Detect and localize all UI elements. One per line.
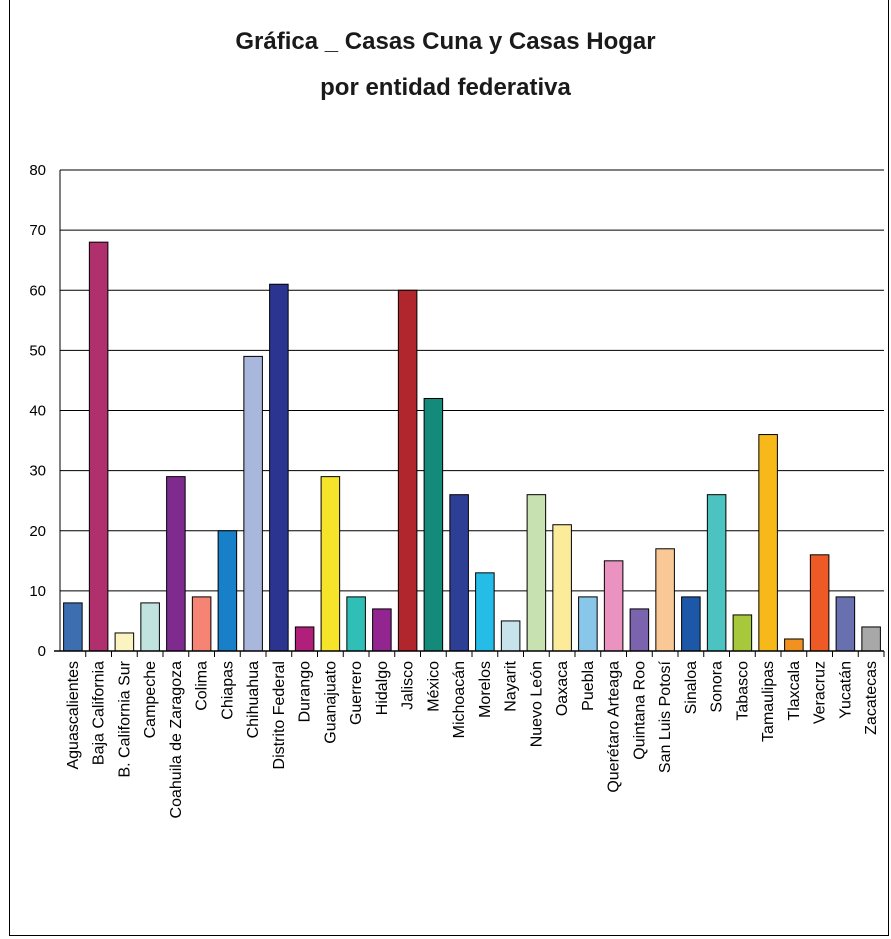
bar xyxy=(191,596,212,652)
chart-frame xyxy=(9,0,889,936)
bar xyxy=(835,596,856,652)
bar xyxy=(809,554,830,652)
x-tick-label: Morelos xyxy=(477,661,494,718)
x-tick-label: Yucatán xyxy=(837,661,854,719)
y-tick-label: 40 xyxy=(29,403,46,420)
x-tick-label: Jalisco xyxy=(400,661,417,710)
bar xyxy=(706,494,727,652)
x-tick-label: Tlaxcala xyxy=(786,661,803,721)
bar xyxy=(552,524,572,652)
grid-layer xyxy=(60,169,884,652)
x-tick-label: Veracruz xyxy=(812,661,829,724)
x-tick-label: Guerrero xyxy=(348,661,365,725)
bar xyxy=(320,476,341,652)
bar xyxy=(629,608,650,652)
x-tick-label: Distrito Federal xyxy=(271,661,288,769)
bar xyxy=(397,289,418,652)
x-tick-label: Hidalgo xyxy=(374,661,391,715)
bar xyxy=(578,596,598,652)
x-tick-label: Michoacán xyxy=(451,661,468,738)
y-tick-label: 20 xyxy=(29,523,46,540)
y-tick-label: 70 xyxy=(29,222,46,239)
x-tick-label: San Luis Potosí xyxy=(657,660,674,773)
y-tick-label: 30 xyxy=(29,463,46,480)
bar xyxy=(346,596,366,652)
y-tick-label: 10 xyxy=(29,583,46,600)
axis-layer: 0 10 20 30 40 50 60 70 80 Aguascalientes Baja Cali… xyxy=(29,162,885,819)
bar xyxy=(500,620,521,652)
bar xyxy=(681,596,701,652)
bar-layer xyxy=(63,241,881,652)
x-tick-label: Colima xyxy=(194,661,211,711)
x-tick-label: Guanajuato xyxy=(322,661,339,744)
x-tick-label: Campeche xyxy=(142,661,159,738)
x-tick-label: Sinaloa xyxy=(683,661,700,714)
bar xyxy=(217,530,238,652)
bar xyxy=(372,608,392,652)
chart-title: Gráfica _ Casas Cuna y Casas Hogar xyxy=(235,28,656,55)
x-tick-label: Chihuahua xyxy=(245,661,262,739)
y-tick-label: 80 xyxy=(29,162,46,179)
x-tick-label: Durango xyxy=(297,661,314,722)
x-tick-label: Baja California xyxy=(91,661,108,765)
x-tick-label: Nayarit xyxy=(503,660,520,711)
x-tick-label: Coahuila de Zaragoza xyxy=(168,661,185,819)
x-tick-label: Nuevo León xyxy=(528,661,545,747)
bar xyxy=(88,241,109,652)
y-tick-label: 50 xyxy=(29,342,46,359)
bar xyxy=(140,602,160,652)
x-tick-label: Aguascalientes xyxy=(65,661,82,770)
bar xyxy=(526,494,547,652)
bar xyxy=(269,283,289,652)
y-tick-label: 60 xyxy=(29,282,46,299)
x-tick-label: México xyxy=(425,661,442,712)
bar xyxy=(243,355,263,652)
bar xyxy=(449,494,469,652)
bar xyxy=(166,476,186,652)
x-tick-label: Tamaulipas xyxy=(760,661,777,742)
bar xyxy=(603,560,624,652)
x-tick-label: Sonora xyxy=(709,661,726,713)
bar xyxy=(63,602,83,652)
bar xyxy=(758,434,778,652)
x-tick-label: Oaxaca xyxy=(554,661,571,716)
y-tick-label: 0 xyxy=(38,643,46,660)
x-tick-label: Zacatecas xyxy=(863,661,880,735)
bar xyxy=(861,626,881,652)
bar xyxy=(655,548,675,652)
bar xyxy=(475,572,495,652)
x-tick-label: B. California Sur xyxy=(116,660,133,777)
x-tick-label: Querétaro Arteaga xyxy=(606,661,623,793)
bar xyxy=(732,614,753,652)
x-tick-label: Puebla xyxy=(580,661,597,711)
bar xyxy=(423,397,444,652)
bar xyxy=(114,632,135,652)
bar xyxy=(294,626,315,652)
x-tick-label: Tabasco xyxy=(734,661,751,721)
chart-subtitle: por entidad federativa xyxy=(320,74,571,101)
x-tick-label: Chiapas xyxy=(219,661,236,720)
x-tick-label: Quintana Roo xyxy=(631,661,648,760)
bar xyxy=(784,638,804,652)
